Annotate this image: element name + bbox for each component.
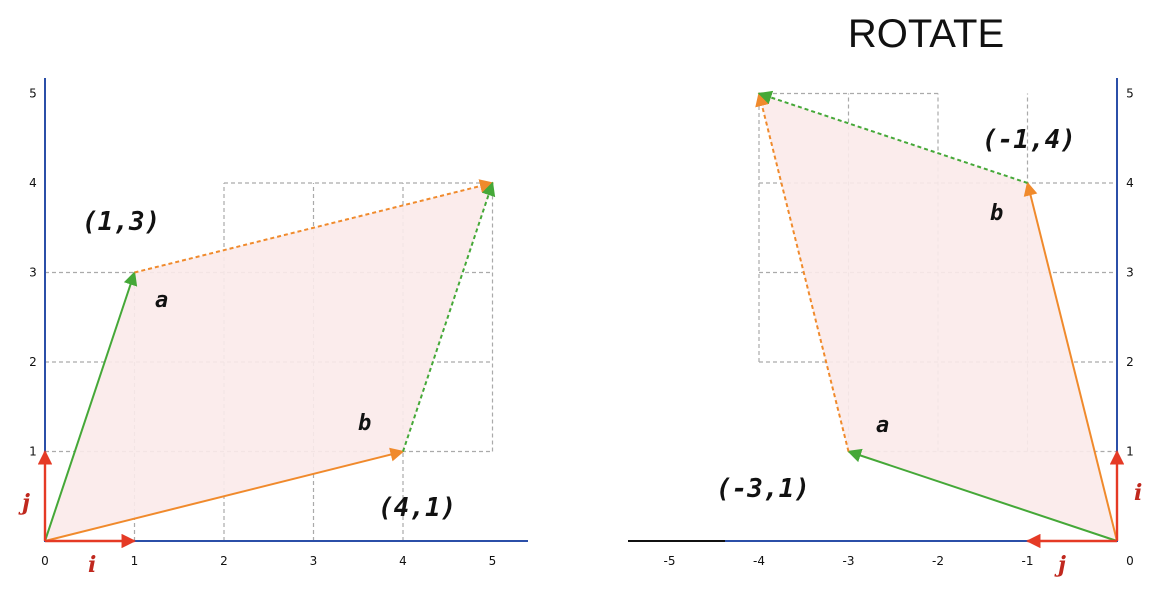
left-y-tick-labels: 1 2 3 4 5: [29, 87, 37, 459]
right-i-label: i: [1134, 480, 1142, 506]
left-b-label: b: [358, 411, 371, 436]
left-panel: 0 1 2 3 4 5 1 2 3 4 5 (1,3) (4,1) a b i j: [18, 78, 528, 578]
left-b-point-label: (4,1): [378, 493, 456, 523]
right-a-point-label: (-3,1): [716, 474, 810, 504]
right-x-tick-label: -3: [843, 554, 855, 568]
right-y-tick-label: 1: [1126, 445, 1134, 459]
left-y-tick-label: 1: [29, 445, 37, 459]
right-vector-a: [847, 448, 1118, 542]
right-x-tick-label: -5: [664, 554, 676, 568]
right-vector-b-dashed: [757, 90, 1028, 184]
left-x-tick-label: 1: [131, 554, 139, 568]
right-x-tick-label: 0: [1126, 554, 1134, 568]
right-y-tick-labels: 1 2 3 4 5: [1126, 87, 1134, 459]
left-x-tick-label: 3: [310, 554, 318, 568]
right-y-tick-label: 5: [1126, 87, 1134, 101]
right-a-label: a: [876, 413, 889, 438]
left-a-label: a: [155, 288, 168, 313]
left-x-tick-label: 4: [399, 554, 407, 568]
right-b-point-label: (-1,4): [982, 125, 1076, 155]
left-x-tick-label: 0: [41, 554, 49, 568]
right-parallelogram-fill: [759, 93, 1117, 541]
right-x-tick-label: -2: [932, 554, 944, 568]
right-y-tick-label: 4: [1126, 176, 1134, 190]
diagram-title: ROTATE: [848, 12, 1004, 56]
left-a-point-label: (1,3): [82, 207, 160, 237]
right-x-tick-labels: -5 -4 -3 -2 -1 0: [664, 554, 1134, 568]
left-parallelogram-fill: [45, 183, 493, 541]
right-b-label: b: [990, 201, 1003, 226]
right-y-tick-label: 3: [1126, 266, 1134, 280]
left-y-tick-label: 4: [29, 176, 37, 190]
left-x-tick-labels: 0 1 2 3 4 5: [41, 554, 496, 568]
right-x-tick-label: -1: [1022, 554, 1034, 568]
left-vector-a: [44, 271, 138, 542]
left-y-tick-label: 5: [29, 87, 37, 101]
right-j-label: j: [1054, 552, 1066, 578]
right-panel: -5 -4 -3 -2 -1 0 1 2 3 4 5 (-1,4) (-3,1) a b i j: [628, 78, 1142, 578]
left-j-label: j: [18, 490, 30, 516]
left-x-tick-label: 2: [220, 554, 228, 568]
right-x-tick-label: -4: [753, 554, 765, 568]
left-vector-b-dashed: [402, 181, 496, 452]
right-vector-a-dashed: [755, 92, 850, 452]
left-y-tick-label: 2: [29, 355, 37, 369]
left-y-tick-label: 3: [29, 266, 37, 280]
left-vector-a-dashed: [134, 179, 494, 274]
left-i-label: i: [88, 552, 96, 578]
right-vector-b: [1023, 181, 1118, 542]
left-vector-b: [44, 447, 405, 542]
right-y-tick-label: 2: [1126, 355, 1134, 369]
left-x-tick-label: 5: [489, 554, 497, 568]
